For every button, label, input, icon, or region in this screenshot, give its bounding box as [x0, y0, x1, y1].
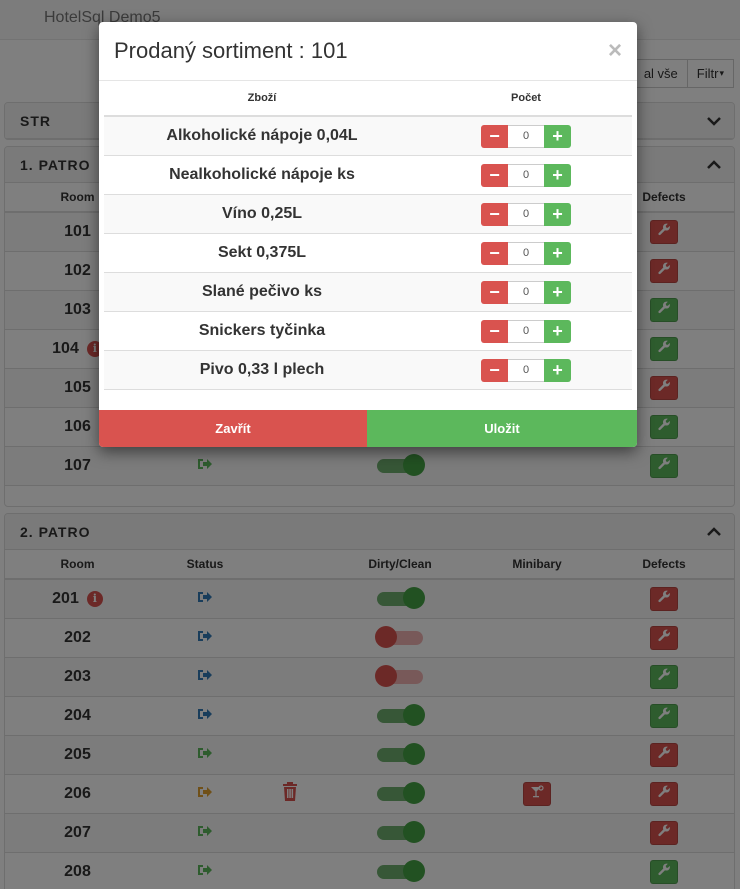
item-row: Sekt 0,375L −0 +: [104, 234, 632, 273]
decrement-button[interactable]: −: [481, 319, 508, 343]
decrement-button[interactable]: −: [481, 358, 508, 382]
increment-button[interactable]: +: [544, 124, 571, 148]
item-row: Pivo 0,33 l plech −0 +: [104, 351, 632, 390]
item-name: Snickers tyčinka: [198, 322, 326, 339]
quantity-stepper: −0 +: [420, 241, 632, 265]
increment-button[interactable]: +: [544, 319, 571, 343]
modal-title: Prodaný sortiment : 101: [114, 38, 348, 63]
item-row: Nealkoholické nápoje ks −0 +: [104, 156, 632, 195]
quantity-input[interactable]: 0: [508, 358, 544, 382]
quantity-stepper: −0 +: [420, 319, 632, 343]
item-row: Víno 0,25L −0 +: [104, 195, 632, 234]
increment-button[interactable]: +: [544, 241, 571, 265]
quantity-input[interactable]: 0: [508, 280, 544, 304]
item-name: Nealkoholické nápoje ks: [169, 166, 355, 183]
modal-body: Zboží Počet Alkoholické nápoje 0,04L −0 + N…: [99, 81, 637, 390]
items-table-header: Zboží Počet: [104, 81, 632, 117]
item-row: Slané pečivo ks −0 +: [104, 273, 632, 312]
quantity-input[interactable]: 0: [508, 163, 544, 187]
col-count: Počet: [511, 92, 541, 104]
quantity-stepper: −0 +: [420, 358, 632, 382]
item-name: Pivo 0,33 l plech: [199, 361, 325, 378]
decrement-button[interactable]: −: [481, 163, 508, 187]
quantity-stepper: −0 +: [420, 202, 632, 226]
item-name: Alkoholické nápoje 0,04L: [166, 127, 358, 144]
close-icon[interactable]: ×: [607, 37, 622, 64]
quantity-stepper: −0 +: [420, 163, 632, 187]
save-button[interactable]: Uložit: [367, 410, 637, 447]
item-row: Snickers tyčinka −0 +: [104, 312, 632, 351]
quantity-stepper: −0 +: [420, 124, 632, 148]
increment-button[interactable]: +: [544, 202, 571, 226]
increment-button[interactable]: +: [544, 358, 571, 382]
increment-button[interactable]: +: [544, 280, 571, 304]
decrement-button[interactable]: −: [481, 241, 508, 265]
item-name: Slané pečivo ks: [201, 283, 323, 300]
item-name: Víno 0,25L: [221, 205, 303, 222]
quantity-input[interactable]: 0: [508, 319, 544, 343]
quantity-input[interactable]: 0: [508, 124, 544, 148]
modal-header: Prodaný sortiment : 101 ×: [99, 22, 637, 81]
decrement-button[interactable]: −: [481, 280, 508, 304]
modal-footer: Zavřít Uložit: [99, 410, 637, 447]
increment-button[interactable]: +: [544, 163, 571, 187]
quantity-input[interactable]: 0: [508, 241, 544, 265]
sold-items-modal: Prodaný sortiment : 101 × Zboží Počet Al…: [99, 22, 637, 447]
items-list: Alkoholické nápoje 0,04L −0 + Nealkoholické…: [104, 117, 632, 390]
decrement-button[interactable]: −: [481, 124, 508, 148]
item-name: Sekt 0,375L: [217, 244, 307, 261]
decrement-button[interactable]: −: [481, 202, 508, 226]
close-button[interactable]: Zavřít: [99, 410, 367, 447]
quantity-stepper: −0 +: [420, 280, 632, 304]
quantity-input[interactable]: 0: [508, 202, 544, 226]
col-item: Zboží: [247, 92, 277, 104]
item-row: Alkoholické nápoje 0,04L −0 +: [104, 117, 632, 156]
